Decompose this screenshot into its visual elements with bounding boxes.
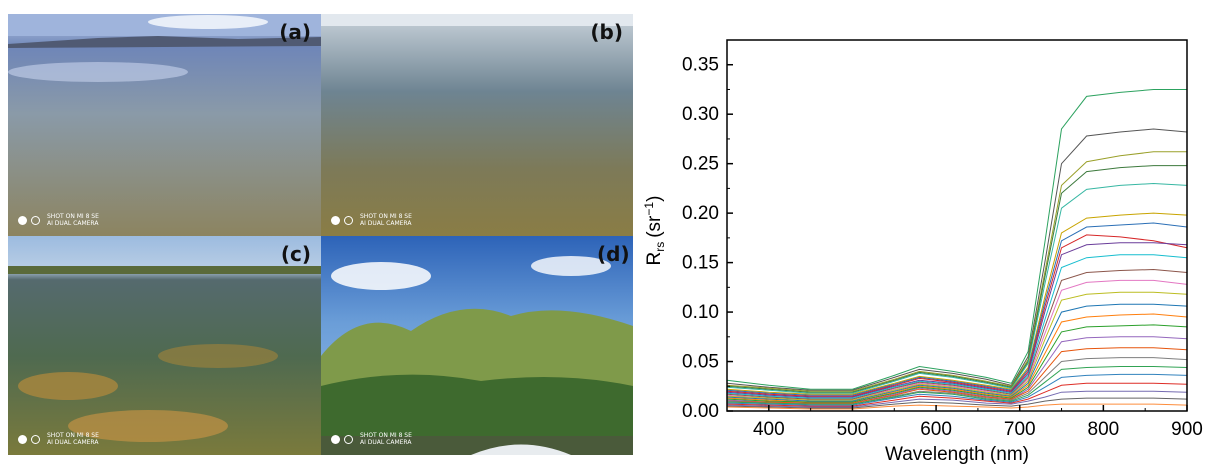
spectrum-series-14 bbox=[726, 303, 1188, 402]
photo-panel-a: (a) SHOT ON MI 8 SE AI DUAL CAMERA bbox=[8, 14, 321, 236]
watermark-dot-icon bbox=[18, 215, 27, 225]
y-tick-label: 0.25 bbox=[682, 154, 719, 175]
x-tick-label: 700 bbox=[1004, 419, 1036, 440]
watermark-ring-icon bbox=[344, 215, 353, 225]
spectrum-series-11 bbox=[726, 268, 1188, 400]
spectrum-series-3 bbox=[726, 151, 1187, 392]
x-tick-label: 800 bbox=[1088, 419, 1120, 440]
photo-panel-d: (d) SHOT ON MI 8 SE AI DUAL CAMERA bbox=[321, 236, 633, 455]
y-tick-label: 0.35 bbox=[682, 55, 719, 76]
camera-watermark-c: SHOT ON MI 8 SE AI DUAL CAMERA bbox=[18, 432, 99, 446]
spectrum-series-16 bbox=[726, 324, 1188, 403]
panel-label-b: (b) bbox=[590, 20, 623, 44]
y-tick-label: 0.30 bbox=[682, 104, 719, 125]
plot-frame bbox=[726, 39, 1188, 412]
watermark-ring-icon bbox=[31, 215, 40, 225]
photo-panel-c: (c) SHOT ON MI 8 SE AI DUAL CAMERA bbox=[8, 236, 321, 455]
spectrum-series-2 bbox=[726, 128, 1188, 391]
spectrum-series-4 bbox=[726, 165, 1187, 393]
panel-label-c: (c) bbox=[280, 242, 311, 266]
y-tick-label: 0.00 bbox=[682, 401, 719, 422]
spectrum-series-5 bbox=[726, 182, 1188, 394]
x-axis-label: Wavelength (nm) bbox=[885, 444, 1029, 465]
watermark-dot-icon bbox=[331, 215, 340, 225]
x-tick-label: 500 bbox=[837, 419, 869, 440]
watermark-dot-icon bbox=[331, 434, 340, 444]
x-tick-label: 400 bbox=[753, 419, 785, 440]
spectrum-series-22 bbox=[726, 382, 1188, 407]
spectrum-series-23 bbox=[726, 390, 1188, 408]
spectrum-series-25 bbox=[726, 403, 1188, 410]
camera-watermark-d: SHOT ON MI 8 SE AI DUAL CAMERA bbox=[331, 432, 412, 446]
y-tick-label: 0.05 bbox=[682, 352, 719, 373]
spectrum-series-6 bbox=[726, 212, 1188, 395]
x-tick-label: 600 bbox=[920, 419, 952, 440]
spectrum-series-1 bbox=[726, 89, 1187, 390]
spectrum-series-20 bbox=[726, 366, 1188, 405]
watermark-ring-icon bbox=[31, 434, 40, 444]
panel-label-a: (a) bbox=[279, 20, 311, 44]
x-axis: 400 500 600 700 800 900 bbox=[726, 405, 1203, 440]
spectra-series-group bbox=[726, 89, 1188, 410]
x-tick-label: 900 bbox=[1171, 419, 1203, 440]
camera-watermark-a: SHOT ON MI 8 SE AI DUAL CAMERA bbox=[18, 213, 99, 227]
spectrum-series-9 bbox=[726, 242, 1188, 398]
spectrum-series-10 bbox=[726, 254, 1188, 399]
spectrum-series-24 bbox=[726, 397, 1188, 409]
y-tick-label: 0.10 bbox=[682, 302, 719, 323]
spectrum-series-7 bbox=[726, 222, 1188, 396]
panel-label-d: (d) bbox=[597, 242, 630, 266]
y-tick-label: 0.20 bbox=[682, 203, 719, 224]
spectrum-series-8 bbox=[726, 234, 1188, 397]
reflectance-spectra-chart: 400 500 600 700 800 900 0.000.050.100.150.200… bbox=[642, 39, 1203, 465]
y-axis-label: Rrs(sr−1) bbox=[642, 196, 667, 266]
watermark-ring-icon bbox=[344, 434, 353, 444]
spectrum-series-18 bbox=[726, 347, 1188, 404]
camera-watermark-b: SHOT ON MI 8 SE AI DUAL CAMERA bbox=[331, 213, 412, 227]
y-axis: 0.00 0.05 0.10 0.15 0.20 0.25 0.30 0.35 bbox=[682, 55, 733, 422]
watermark-dot-icon bbox=[18, 434, 27, 444]
spectrum-series-21 bbox=[726, 373, 1188, 406]
photo-panel-b: (b) SHOT ON MI 8 SE AI DUAL CAMERA bbox=[321, 14, 633, 236]
y-tick-label: 0.15 bbox=[682, 253, 719, 274]
spectrum-series-13 bbox=[726, 291, 1188, 401]
